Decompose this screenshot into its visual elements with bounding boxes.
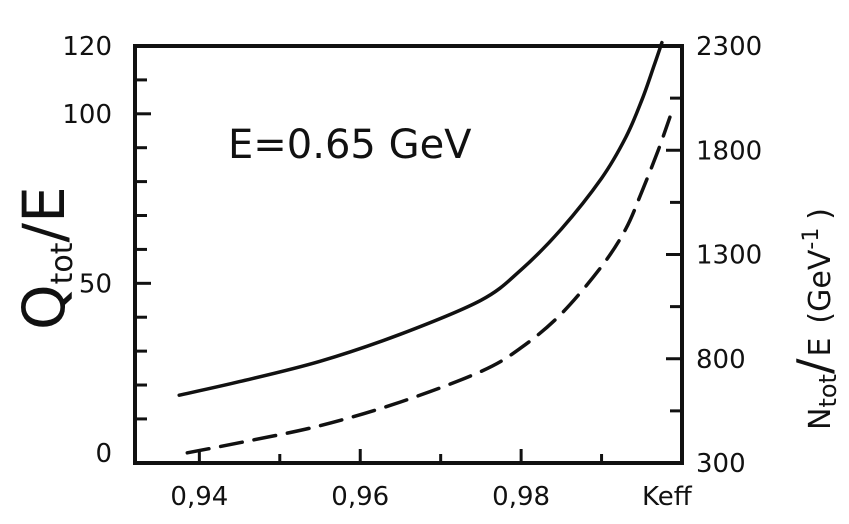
- x-tick-label: 0,96: [331, 482, 389, 512]
- left-axis-label-sub: tot: [45, 242, 80, 284]
- right-axis-label-close: ): [803, 208, 838, 220]
- plot-frame: [133, 44, 684, 465]
- annotation-energy: E=0.65 GeV: [228, 122, 472, 168]
- left-axis-ticks: 0 50 100 120: [62, 32, 151, 469]
- right-axis-label-exp: -1: [799, 228, 824, 250]
- left-tick-label: 50: [79, 269, 112, 299]
- right-tick-label: 1800: [696, 136, 762, 166]
- right-axis-label: Ntot/E (GeV-1): [787, 208, 842, 430]
- right-axis-label-slash: /: [787, 358, 841, 374]
- left-axis-label-tail: /E: [10, 186, 78, 242]
- left-axis-label-main: Q: [10, 284, 78, 330]
- right-tick-label: 2300: [696, 32, 762, 62]
- right-axis-ticks: 300 800 1300 1800 2300: [666, 32, 762, 479]
- right-tick-label: 800: [696, 345, 746, 375]
- x-tick-label: 0,94: [170, 482, 228, 512]
- right-tick-label: 1300: [696, 241, 762, 271]
- right-tick-label: 300: [696, 449, 746, 479]
- x-tick-label: 0,98: [492, 482, 550, 512]
- left-tick-label: 100: [62, 100, 112, 130]
- series-layer: [177, 40, 672, 455]
- x-axis-label: Keff: [642, 482, 693, 512]
- x-axis-ticks: 0,94 0,96 0,98: [170, 449, 604, 512]
- series-line-dashed: [185, 115, 672, 455]
- right-axis-label-sub: tot: [814, 374, 842, 408]
- right-axis-label-e: E: [803, 338, 838, 357]
- right-axis-label-unit: (GeV: [803, 249, 838, 323]
- left-tick-label: 120: [62, 32, 112, 62]
- left-tick-label: 0: [95, 439, 112, 469]
- right-axis-label-n: N: [803, 408, 838, 430]
- left-axis-label: Qtot/E: [10, 186, 80, 330]
- series-line-solid: [177, 40, 664, 397]
